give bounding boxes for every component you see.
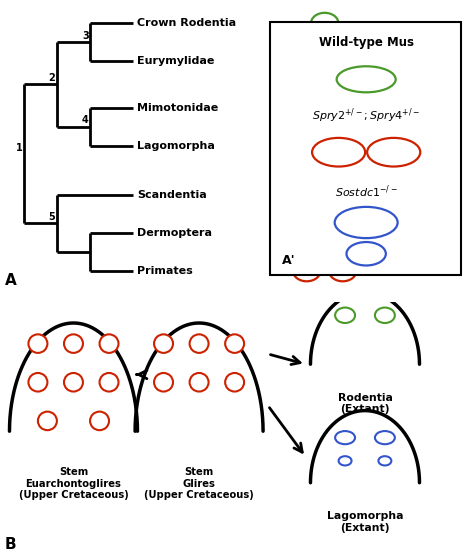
Text: Wild-type Mus: Wild-type Mus	[319, 36, 414, 49]
Ellipse shape	[311, 13, 338, 34]
Ellipse shape	[337, 66, 396, 92]
Ellipse shape	[329, 222, 356, 244]
Ellipse shape	[378, 456, 392, 465]
Ellipse shape	[310, 90, 340, 110]
Ellipse shape	[64, 373, 83, 391]
Ellipse shape	[293, 260, 320, 281]
Ellipse shape	[367, 138, 420, 166]
Text: $\it{Sostdc1}$$^{-/-}$: $\it{Sostdc1}$$^{-/-}$	[335, 183, 398, 199]
Ellipse shape	[28, 373, 47, 391]
Ellipse shape	[335, 307, 355, 323]
Text: B: B	[5, 537, 17, 552]
Text: 3: 3	[82, 31, 89, 41]
Ellipse shape	[90, 412, 109, 430]
Ellipse shape	[190, 334, 209, 353]
Text: 2: 2	[49, 73, 55, 83]
Text: 5: 5	[49, 212, 55, 222]
Ellipse shape	[375, 307, 395, 323]
Text: Primates: Primates	[137, 266, 193, 276]
Text: Scandentia: Scandentia	[137, 190, 207, 200]
Ellipse shape	[225, 373, 244, 391]
Ellipse shape	[154, 334, 173, 353]
Text: Crown Rodentia: Crown Rodentia	[137, 18, 237, 29]
Ellipse shape	[346, 242, 386, 265]
Ellipse shape	[64, 334, 83, 353]
Ellipse shape	[38, 412, 57, 430]
Ellipse shape	[28, 334, 47, 353]
Text: Lagomorpha
(Extant): Lagomorpha (Extant)	[327, 511, 403, 533]
Text: Lagomorpha: Lagomorpha	[137, 141, 215, 151]
Ellipse shape	[225, 334, 244, 353]
Ellipse shape	[312, 138, 365, 166]
Text: Rodentia
(Extant): Rodentia (Extant)	[337, 393, 392, 414]
Ellipse shape	[335, 207, 398, 238]
Text: A: A	[5, 273, 17, 288]
Ellipse shape	[293, 222, 320, 244]
Ellipse shape	[311, 50, 338, 72]
Ellipse shape	[293, 185, 320, 206]
Text: Stem
Glires
(Upper Cretaceous): Stem Glires (Upper Cretaceous)	[144, 467, 254, 501]
Ellipse shape	[190, 373, 209, 391]
Text: Eurymylidae: Eurymylidae	[137, 56, 215, 66]
Ellipse shape	[154, 373, 173, 391]
Ellipse shape	[100, 373, 118, 391]
Ellipse shape	[315, 148, 334, 161]
Text: Stem
Euarchontoglires
(Upper Cretaceous): Stem Euarchontoglires (Upper Cretaceous)	[18, 467, 128, 501]
Text: 1: 1	[16, 142, 22, 152]
Text: Mimotonidae: Mimotonidae	[137, 102, 219, 113]
Ellipse shape	[335, 431, 355, 444]
Ellipse shape	[338, 456, 352, 465]
Text: A': A'	[282, 254, 295, 267]
Ellipse shape	[315, 110, 334, 123]
Ellipse shape	[100, 334, 118, 353]
Ellipse shape	[375, 431, 395, 444]
Ellipse shape	[310, 127, 340, 148]
Text: $\it{Spry2}$$^{+/-}$$\it{;Spry4}$$^{+/-}$: $\it{Spry2}$$^{+/-}$$\it{;Spry4}$$^{+/-}…	[312, 106, 420, 125]
Text: 4: 4	[82, 115, 89, 125]
Ellipse shape	[329, 260, 356, 281]
Ellipse shape	[329, 185, 356, 206]
Text: Dermoptera: Dermoptera	[137, 228, 212, 238]
